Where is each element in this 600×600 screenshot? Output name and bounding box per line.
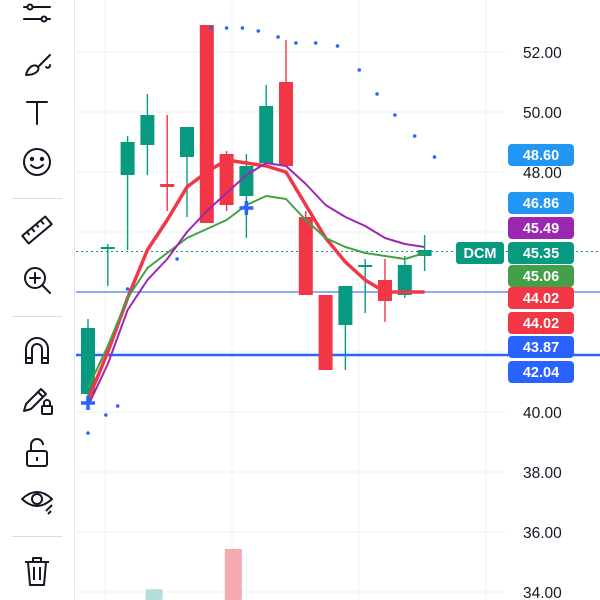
price-tag-text: 45.06	[523, 269, 559, 285]
psar-dot	[375, 92, 379, 96]
price-tag-text: 48.60	[523, 148, 559, 164]
psar-dot	[86, 431, 90, 435]
eye-icon[interactable]	[9, 478, 65, 522]
psar-dot	[335, 44, 340, 48]
candle-body	[318, 295, 333, 370]
price-tick-label: 38.00	[523, 465, 562, 482]
price-tag: 45.06	[508, 265, 574, 287]
volume-bars	[145, 549, 242, 600]
brush-icon[interactable]	[9, 42, 65, 86]
psar-dot	[240, 26, 245, 30]
price-tag-text: 42.04	[523, 365, 559, 381]
psar-dot	[294, 41, 298, 45]
price-tag: 44.02	[508, 312, 574, 334]
price-tick-label: 50.00	[523, 105, 562, 122]
emoji-icon[interactable]	[9, 140, 65, 184]
price-tag: 46.86	[508, 192, 574, 214]
psar-dot	[175, 257, 179, 261]
trash-icon[interactable]	[9, 549, 65, 593]
symbol-tag-text: DCM	[463, 246, 496, 262]
candlesticks	[81, 25, 432, 403]
price-tag: 48.60	[508, 144, 574, 166]
price-tag-text: 46.86	[523, 196, 559, 212]
volume-bar	[145, 589, 163, 600]
psar-dot	[104, 413, 108, 417]
price-axis[interactable]: 34.0036.0038.0040.0042.0044.0046.0048.00…	[523, 45, 562, 600]
candle-body	[160, 184, 175, 187]
price-tag-text: 45.35	[523, 246, 559, 262]
candle-body	[279, 82, 293, 166]
psar-dot	[208, 26, 213, 30]
candle-body	[397, 265, 412, 295]
psar-dot	[115, 404, 120, 408]
moving-average-line	[86, 158, 425, 401]
price-tags: 48.60 46.86 45.49 45.35 45.06 44.02 44.02 43.87…	[456, 144, 574, 383]
psar-dot	[276, 35, 280, 39]
price-tag: 43.87	[508, 336, 574, 358]
ruler-icon[interactable]	[9, 208, 65, 252]
psar-dot	[224, 26, 229, 30]
price-tag: 45.35	[508, 242, 574, 264]
candle-body	[298, 217, 313, 295]
candle-body	[239, 166, 254, 196]
volume-bar	[224, 549, 242, 600]
candle-body	[120, 142, 135, 175]
price-tick-label: 36.00	[523, 525, 562, 542]
price-tag-text: 44.02	[523, 316, 559, 332]
candle-body	[81, 328, 95, 394]
indicator-settings-icon[interactable]	[9, 0, 65, 38]
signal-markers	[81, 201, 254, 410]
candle-body	[199, 25, 214, 223]
unlock-icon[interactable]	[9, 430, 65, 474]
drawing-toolbar	[0, 0, 75, 600]
psar-dot	[313, 41, 318, 45]
moving-average-line	[87, 162, 425, 407]
pencil-lock-icon[interactable]	[9, 378, 65, 422]
text-icon[interactable]	[9, 90, 65, 134]
price-tick-label: 48.00	[523, 165, 562, 182]
price-tick-label: 40.00	[523, 405, 562, 422]
psar-dot	[357, 68, 362, 72]
toolbar-divider	[12, 198, 62, 199]
price-tag-text: 43.87	[523, 340, 559, 356]
signal-marker	[81, 396, 95, 410]
psar-dot	[432, 155, 437, 159]
moving-average-line	[87, 195, 425, 389]
psar-dot	[125, 287, 130, 291]
parabolic-sar	[86, 26, 437, 435]
candle-body	[140, 115, 155, 145]
signal-marker	[239, 201, 254, 215]
candle-body	[219, 154, 234, 205]
psar-dot	[393, 113, 397, 117]
candle-body	[358, 265, 373, 267]
price-tag-text: 45.49	[523, 221, 559, 237]
price-tick-label: 52.00	[523, 45, 562, 62]
candle-body	[338, 286, 353, 325]
price-tick-label: 34.00	[523, 585, 562, 600]
candle-body	[259, 106, 274, 163]
zoom-in-icon[interactable]	[9, 258, 65, 302]
moving-averages	[86, 158, 425, 407]
toolbar-divider	[12, 316, 62, 317]
psar-dot	[412, 134, 417, 138]
price-tag: 44.02	[508, 287, 574, 309]
candle-body	[180, 127, 194, 157]
symbol-tag: DCM	[456, 242, 504, 264]
price-tag: 42.04	[508, 361, 574, 383]
magnet-icon[interactable]	[9, 328, 65, 372]
toolbar-divider	[12, 536, 62, 537]
price-tag-text: 44.02	[523, 291, 559, 307]
candle-body	[100, 247, 115, 249]
psar-dot	[256, 29, 261, 33]
price-tag: 45.49	[508, 217, 574, 239]
